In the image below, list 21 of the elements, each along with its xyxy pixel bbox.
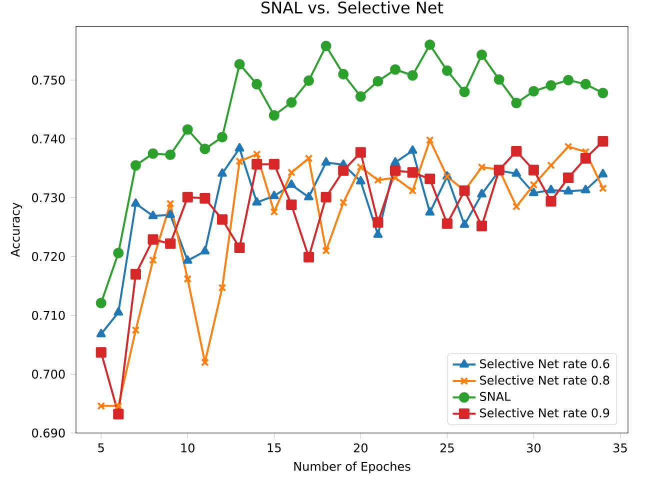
y-tick-label: 0.710 xyxy=(32,310,65,320)
x-axis-title: Number of Epoches xyxy=(294,462,410,474)
legend-label: Selective Net rate 0.6 xyxy=(480,358,610,368)
x-tick-label: 15 xyxy=(268,443,281,452)
x-tick-label: 5 xyxy=(98,443,104,452)
y-tick-label: 0.740 xyxy=(32,134,65,144)
y-axis-title: Accuracy xyxy=(10,202,22,257)
x-tick-label: 10 xyxy=(181,443,194,452)
x-tick-label: 35 xyxy=(613,443,627,452)
x-tick-label: 25 xyxy=(440,443,454,452)
y-tick-label: 0.690 xyxy=(32,428,65,438)
y-tick-label: 0.750 xyxy=(32,76,65,85)
y-tick-label: 0.730 xyxy=(32,193,65,202)
chart-title: SNAL vs. Selective Net xyxy=(262,1,444,14)
legend-label: SNAL xyxy=(480,392,511,401)
y-tick-label: 0.700 xyxy=(32,370,65,379)
x-tick-label: 30 xyxy=(526,443,541,452)
x-tick-label: 20 xyxy=(354,443,368,452)
legend-label: Selective Net rate 0.9 xyxy=(480,408,610,418)
y-tick-label: 0.720 xyxy=(32,252,65,262)
legend-label: Selective Net rate 0.8 xyxy=(480,375,610,385)
